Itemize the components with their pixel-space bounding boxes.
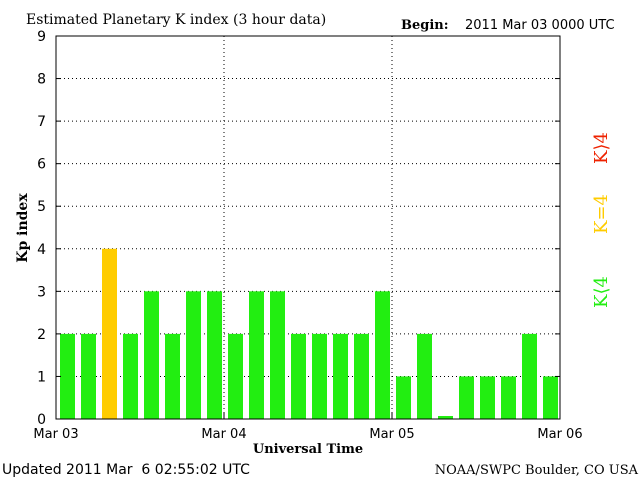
kp-bar [375, 291, 390, 419]
y-tick-label: 6 [37, 157, 46, 173]
legend-entry: K⟨4 [591, 276, 612, 308]
x-tick-label: Mar 04 [201, 427, 246, 442]
kp-bar [81, 333, 96, 419]
updated-timestamp: Updated 2011 Mar 6 02:55:02 UTC [2, 462, 250, 478]
begin-label: Begin: [401, 18, 449, 33]
x-tick-label: Mar 06 [537, 427, 582, 442]
kp-bar [396, 376, 411, 419]
y-tick-label: 5 [37, 199, 46, 215]
y-tick-label: 3 [37, 284, 46, 300]
legend-entry: K⟩4 [591, 132, 612, 164]
y-axis-label: Kp index [15, 193, 31, 263]
kp-bar [480, 376, 495, 419]
plot-frame [55, 35, 561, 420]
y-ticks: 0 1 2 3 4 5 6 7 8 9 [37, 29, 560, 428]
kp-bar [249, 291, 264, 419]
chart-title: Estimated Planetary K index (3 hour data… [26, 12, 326, 28]
kp-bar [144, 291, 159, 419]
kp-bar [417, 333, 432, 419]
kp-bar [522, 333, 537, 419]
y-tick-label: 1 [37, 369, 46, 385]
kp-bar [438, 416, 453, 419]
kp-bar [270, 291, 285, 419]
source-credit: NOAA/SWPC Boulder, CO USA [435, 463, 639, 478]
kp-bar [165, 333, 180, 419]
kp-bar [291, 333, 306, 419]
bars [60, 248, 558, 419]
kp-bar [123, 333, 138, 419]
y-tick-label: 9 [37, 29, 46, 45]
kp-bar [543, 376, 558, 419]
kp-bar [207, 291, 222, 419]
kp-bar [186, 291, 201, 419]
x-ticks: Mar 03 Mar 04 Mar 05 Mar 06 [33, 413, 583, 442]
kp-bar [354, 333, 369, 419]
y-tick-label: 2 [37, 327, 46, 343]
kp-bar [312, 333, 327, 419]
kp-bar [333, 333, 348, 419]
y-tick-label: 8 [37, 72, 46, 88]
x-tick-label: Mar 03 [33, 427, 78, 442]
grid-lines [56, 36, 560, 419]
x-axis-label: Universal Time [253, 442, 363, 457]
kp-bar [60, 333, 75, 419]
kp-bar [459, 376, 474, 419]
y-tick-label: 7 [37, 114, 46, 130]
legend-entry: K=4 [591, 194, 612, 234]
y-tick-label: 0 [37, 412, 46, 428]
legend: K⟨4 K=4 K⟩4 [591, 132, 612, 308]
kp-bar [102, 248, 117, 419]
y-tick-label: 4 [37, 242, 46, 258]
kp-bar [228, 333, 243, 419]
x-tick-label: Mar 05 [369, 427, 414, 442]
begin-value: 2011 Mar 03 0000 UTC [465, 18, 615, 33]
kp-bar [501, 376, 516, 419]
